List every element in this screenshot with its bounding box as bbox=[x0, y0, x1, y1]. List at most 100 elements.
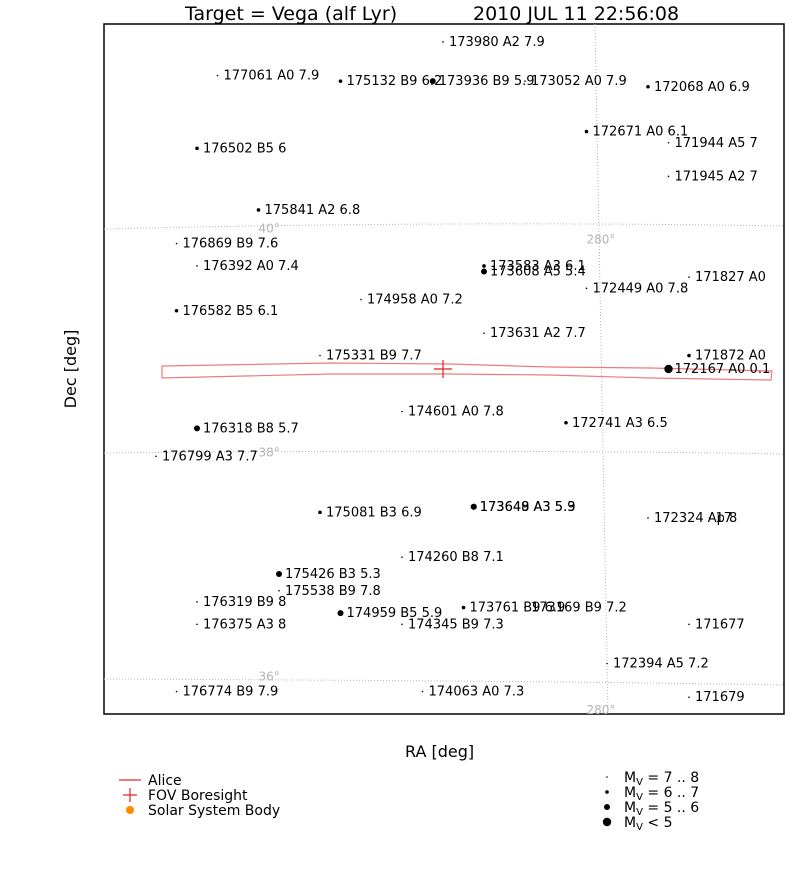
star-marker bbox=[278, 589, 280, 592]
star-marker bbox=[667, 175, 670, 178]
star-marker bbox=[155, 455, 157, 458]
star-label: 171872 A0 bbox=[695, 349, 766, 364]
grid-lines bbox=[103, 23, 785, 715]
star-label: 173631 A2 7.7 bbox=[490, 326, 586, 341]
star-marker bbox=[606, 662, 608, 665]
star-label: 174959 B5 5.9 bbox=[347, 606, 443, 621]
star-marker bbox=[585, 287, 588, 290]
star-marker bbox=[195, 146, 199, 151]
star-marker bbox=[667, 141, 670, 144]
star-marker bbox=[319, 354, 321, 357]
star-marker bbox=[688, 623, 690, 626]
star-marker bbox=[646, 84, 650, 89]
star-label: 172449 A0 7.8 bbox=[593, 281, 689, 296]
star-label: 175331 B9 7.7 bbox=[326, 349, 422, 364]
star-label: 173169 B9 7.2 bbox=[531, 601, 627, 616]
plot-frame bbox=[103, 23, 785, 715]
star-marker bbox=[421, 690, 424, 693]
ra-grid-label: 280° bbox=[587, 703, 616, 717]
star-marker bbox=[688, 696, 690, 698]
star-label: 175132 B9 6.2 bbox=[347, 74, 443, 89]
star-label: 176799 A3 7.7 bbox=[162, 449, 258, 464]
mag-legend-label: MV = 7 .. 8 bbox=[624, 770, 699, 788]
star-label: 174345 B9 7.3 bbox=[408, 617, 504, 632]
star-marker bbox=[175, 242, 178, 245]
star-label: 176582 B5 6.1 bbox=[183, 304, 279, 319]
dec-36-gridline bbox=[103, 678, 785, 686]
star-marker bbox=[584, 129, 589, 134]
fov-outline bbox=[161, 362, 773, 381]
star-label: 173608 A5 5.4 bbox=[490, 265, 586, 280]
chart-timestamp: 2010 JUL 11 22:56:08 bbox=[473, 3, 679, 25]
star-marker bbox=[401, 556, 403, 558]
star-label: 174601 A0 7.8 bbox=[408, 405, 504, 420]
ra-280-gridline bbox=[594, 23, 609, 715]
dec-40-gridline bbox=[103, 223, 785, 230]
mag-legend-label: MV < 5 bbox=[624, 815, 672, 833]
star-label: 171944 A5 7 bbox=[675, 136, 758, 151]
star-marker bbox=[429, 78, 436, 85]
star-marker bbox=[276, 570, 282, 577]
mag-legend-marker bbox=[606, 776, 608, 778]
x-axis-label: RA [deg] bbox=[405, 742, 474, 761]
star-marker bbox=[196, 265, 198, 267]
star-marker bbox=[196, 623, 198, 626]
star-marker bbox=[687, 353, 691, 358]
star-marker bbox=[338, 79, 343, 83]
mag-legend-marker bbox=[605, 790, 609, 794]
mag-legend-label: MV = 5 .. 6 bbox=[624, 800, 699, 818]
legend-fov-label: Alice bbox=[148, 773, 182, 789]
star-label: 173761 B9 6.9 bbox=[470, 601, 566, 616]
star-label: 172167 A0 0.1 bbox=[675, 362, 771, 377]
star-label: 173649 A3 5.9 bbox=[480, 500, 576, 515]
star-marker bbox=[174, 308, 179, 313]
star-marker bbox=[216, 74, 219, 77]
star-label: 174958 A0 7.2 bbox=[367, 293, 463, 308]
legend-solar-system-label: Solar System Body bbox=[148, 803, 280, 819]
star-label: 174260 B8 7.1 bbox=[408, 550, 504, 565]
star-label: 175538 B9 7.8 bbox=[285, 584, 381, 599]
legend-boresight-label: FOV Boresight bbox=[148, 788, 248, 804]
star-label: 176318 B8 5.7 bbox=[203, 421, 299, 436]
star-label: 177061 A0 7.9 bbox=[224, 69, 320, 84]
star-label: 175426 B3 5.3 bbox=[285, 567, 381, 582]
star-label: 172671 A0 6.1 bbox=[593, 125, 689, 140]
star-marker bbox=[401, 623, 403, 626]
star-label: 172394 A5 7.2 bbox=[613, 657, 709, 672]
mag-legend-marker bbox=[604, 804, 610, 810]
star-label: 176502 B5 6 bbox=[203, 141, 286, 156]
magnitude-legend: MV = 7 .. 8MV = 6 .. 7MV = 5 .. 6MV < 5 bbox=[602, 770, 699, 833]
star-marker bbox=[688, 276, 690, 278]
boresight-marker bbox=[434, 360, 452, 378]
y-axis-label: Dec [deg] bbox=[61, 330, 80, 409]
star-marker bbox=[401, 410, 403, 413]
dec-38-gridline bbox=[103, 450, 785, 455]
star-marker bbox=[481, 268, 487, 275]
grid-labels: 280°280°40°40°38°38°36°36° bbox=[259, 221, 616, 717]
mag-legend-marker bbox=[602, 817, 612, 827]
star-label: 176392 A0 7.4 bbox=[203, 259, 299, 274]
legend-boresight-swatch bbox=[123, 788, 137, 802]
dec-grid-label: 40° bbox=[259, 221, 280, 235]
star-label: 171677 bbox=[695, 617, 745, 632]
star-marker bbox=[708, 517, 711, 519]
star-marker bbox=[194, 425, 200, 432]
star-label: 171827 A0 bbox=[695, 270, 766, 285]
star-label: 171679 bbox=[695, 690, 745, 705]
star-marker bbox=[196, 601, 198, 603]
star-label: 171945 A2 7 bbox=[675, 169, 758, 184]
star-label: 173936 B9 5.9 bbox=[439, 74, 535, 89]
star-marker bbox=[470, 503, 477, 510]
star-label: 175081 B3 6.9 bbox=[326, 505, 422, 520]
star-marker bbox=[461, 605, 466, 610]
dec-grid-label: 36° bbox=[259, 669, 280, 683]
chart-title: Target = Vega (alf Lyr) bbox=[184, 3, 397, 25]
star-marker bbox=[360, 298, 362, 301]
star-marker bbox=[318, 510, 322, 515]
star-label: 173583 A3 6.1 bbox=[490, 259, 586, 274]
star-label: 176319 B9 8 bbox=[203, 595, 286, 610]
star-label: 172324 Ap 8 bbox=[654, 511, 737, 526]
mag-legend-label: MV = 6 .. 7 bbox=[624, 785, 699, 803]
star-label: 172741 A3 6.5 bbox=[572, 416, 668, 431]
